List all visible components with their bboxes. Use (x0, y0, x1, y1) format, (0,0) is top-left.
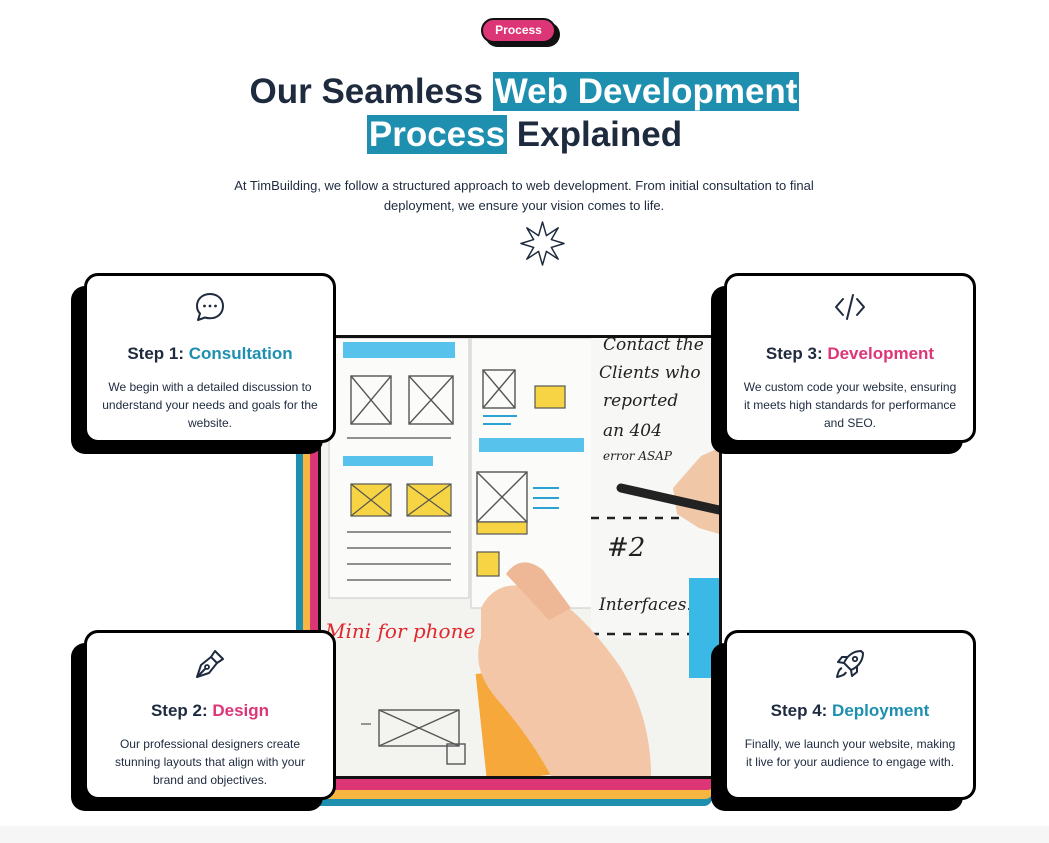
step-4-title: Step 4: Deployment (741, 701, 959, 721)
wireframe-illustration: Contact the Clients who reported an 404 … (321, 338, 719, 776)
footer-band (0, 826, 1049, 843)
step-2-description: Our professional designers create stunni… (114, 737, 306, 787)
page-title: Our Seamless Web Development Process Exp… (0, 70, 1049, 156)
step-4-description: Finally, we launch your website, making … (744, 737, 956, 769)
step-1-card: Step 1: Consultation We begin with a det… (84, 273, 336, 443)
step-2-title: Step 2: Design (101, 701, 319, 721)
step-4-name: Deployment (832, 701, 930, 720)
step-3-card: Step 3: Development We custom code your … (724, 273, 976, 443)
svg-text:an 404: an 404 (603, 421, 662, 441)
step-1-name: Consultation (188, 344, 293, 363)
title-highlight-1: Web Development (492, 72, 800, 111)
step-1-prefix: Step 1: (127, 344, 189, 363)
chat-bubble-icon (196, 293, 224, 321)
intro-text: At TimBuilding, we follow a structured a… (234, 178, 814, 213)
title-part-2: Explained (507, 115, 683, 154)
step-3-description: We custom code your website, ensuring it… (743, 380, 957, 430)
step-1-description: We begin with a detailed discussion to u… (102, 380, 318, 430)
svg-text:Contact the: Contact the (603, 338, 704, 355)
step-2-card: Step 2: Design Our professional designer… (84, 630, 336, 800)
step-1-title: Step 1: Consultation (101, 344, 319, 364)
process-badge: Process (481, 18, 561, 48)
badge-label: Process (481, 18, 556, 43)
step-4-card: Step 4: Deployment Finally, we launch yo… (724, 630, 976, 800)
step-3-name: Development (827, 344, 935, 363)
title-part-1: Our Seamless (249, 72, 493, 111)
svg-text:reported: reported (603, 391, 678, 411)
step-2-prefix: Step 2: (150, 701, 213, 720)
wireframe-sketch-photo: Contact the Clients who reported an 404 … (318, 335, 722, 779)
svg-text:Clients who: Clients who (599, 363, 701, 383)
rocket-icon (836, 650, 864, 678)
sparkle-star-icon (520, 221, 565, 266)
step-4-prefix: Step 4: (770, 701, 833, 720)
title-highlight-2: Process (366, 115, 508, 154)
svg-text:#2: #2 (607, 533, 645, 563)
svg-text:Interfaces.: Interfaces. (598, 595, 692, 615)
pen-nib-icon (196, 650, 224, 678)
svg-text:error ASAP: error ASAP (603, 449, 673, 463)
step-3-title: Step 3: Development (741, 344, 959, 364)
code-icon (835, 294, 865, 320)
step-3-prefix: Step 3: (765, 344, 828, 363)
step-2-name: Design (212, 701, 270, 720)
